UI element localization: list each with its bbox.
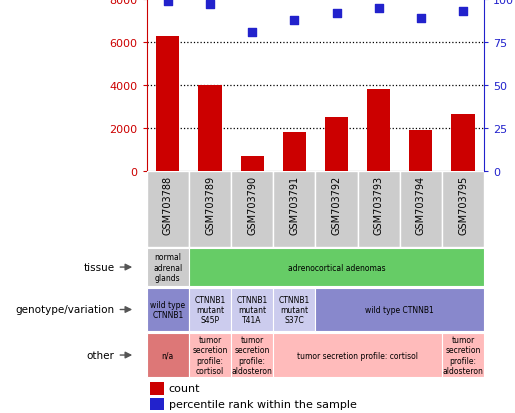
Text: tumor
secretion
profile:
cortisol: tumor secretion profile: cortisol <box>192 335 228 375</box>
Point <box>206 2 214 8</box>
Text: GSM703791: GSM703791 <box>289 175 299 234</box>
FancyBboxPatch shape <box>400 171 442 248</box>
Point <box>164 0 172 5</box>
Text: GSM703790: GSM703790 <box>247 175 257 234</box>
Point <box>248 29 256 36</box>
Point <box>459 9 467 15</box>
FancyBboxPatch shape <box>273 171 315 248</box>
Text: count: count <box>169 383 200 394</box>
Bar <box>147 288 189 332</box>
Text: wild type CTNNB1: wild type CTNNB1 <box>366 305 434 314</box>
Text: GSM703792: GSM703792 <box>332 175 341 234</box>
Point <box>374 5 383 12</box>
Text: CTNNB1
mutant
S37C: CTNNB1 mutant S37C <box>279 295 310 325</box>
Text: adrenocortical adenomas: adrenocortical adenomas <box>288 263 385 272</box>
Bar <box>325 118 348 171</box>
Bar <box>156 36 179 171</box>
FancyBboxPatch shape <box>315 171 357 248</box>
Bar <box>442 333 484 377</box>
Text: GSM703788: GSM703788 <box>163 175 173 234</box>
Text: CTNNB1
mutant
T41A: CTNNB1 mutant T41A <box>236 295 268 325</box>
FancyBboxPatch shape <box>357 171 400 248</box>
FancyBboxPatch shape <box>231 171 273 248</box>
Bar <box>409 131 433 171</box>
Bar <box>189 249 484 286</box>
Text: percentile rank within the sample: percentile rank within the sample <box>169 399 356 409</box>
Text: tumor
secretion
profile:
aldosteron: tumor secretion profile: aldosteron <box>232 335 272 375</box>
FancyBboxPatch shape <box>442 171 484 248</box>
Bar <box>367 90 390 171</box>
Bar <box>147 249 189 286</box>
Bar <box>147 333 189 377</box>
Bar <box>189 288 231 332</box>
Text: GSM703789: GSM703789 <box>205 175 215 234</box>
Point <box>332 10 340 17</box>
Text: tumor secretion profile: cortisol: tumor secretion profile: cortisol <box>297 351 418 360</box>
FancyBboxPatch shape <box>189 171 231 248</box>
Bar <box>231 288 273 332</box>
Bar <box>150 398 164 410</box>
Bar <box>231 333 273 377</box>
Point <box>417 16 425 22</box>
Text: tissue: tissue <box>83 262 114 273</box>
FancyBboxPatch shape <box>147 171 189 248</box>
Bar <box>150 382 164 395</box>
Text: n/a: n/a <box>162 351 174 360</box>
Bar <box>241 157 264 171</box>
Text: genotype/variation: genotype/variation <box>15 305 114 315</box>
Bar <box>273 333 442 377</box>
Text: GSM703794: GSM703794 <box>416 175 426 234</box>
Text: tumor
secretion
profile:
aldosteron: tumor secretion profile: aldosteron <box>442 335 484 375</box>
Text: CTNNB1
mutant
S45P: CTNNB1 mutant S45P <box>194 295 226 325</box>
Text: wild type
CTNNB1: wild type CTNNB1 <box>150 300 185 319</box>
Bar <box>189 333 231 377</box>
Text: GSM703795: GSM703795 <box>458 175 468 234</box>
Text: normal
adrenal
glands: normal adrenal glands <box>153 253 182 282</box>
Bar <box>283 133 306 171</box>
Bar <box>315 288 484 332</box>
Point <box>290 17 299 24</box>
Bar <box>452 115 475 171</box>
Bar <box>273 288 315 332</box>
Bar <box>198 86 221 171</box>
Text: GSM703793: GSM703793 <box>374 175 384 234</box>
Text: other: other <box>87 350 114 360</box>
